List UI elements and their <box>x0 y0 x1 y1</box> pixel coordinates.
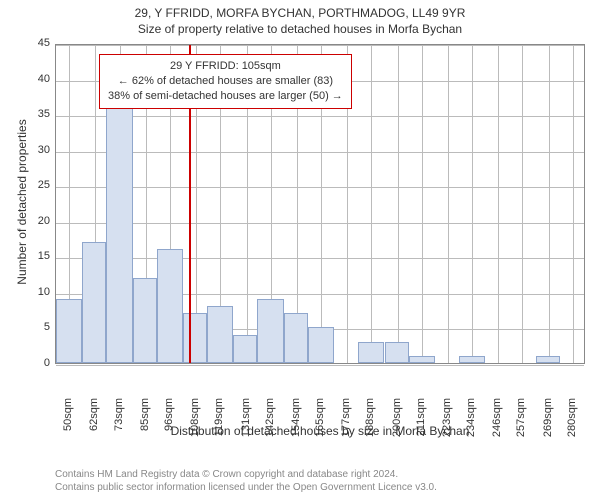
x-tick-label: 154sqm <box>290 398 302 448</box>
x-tick-label: 119sqm <box>213 398 225 448</box>
gridline-h <box>56 223 584 224</box>
bar <box>459 356 485 363</box>
chart-page: { "title_line1": "29, Y FFRIDD, MORFA BY… <box>0 0 600 500</box>
y-tick-label: 40 <box>25 73 50 85</box>
bar <box>157 249 183 363</box>
x-tick-label: 131sqm <box>240 398 252 448</box>
bar <box>358 342 384 363</box>
x-tick-label: 257sqm <box>515 398 527 448</box>
x-tick-label: 269sqm <box>542 398 554 448</box>
gridline-v <box>371 45 372 363</box>
bar <box>56 299 82 363</box>
bar <box>106 107 132 363</box>
gridline-v <box>448 45 449 363</box>
gridline-h <box>56 187 584 188</box>
x-tick-label: 108sqm <box>189 398 201 448</box>
gridline-h <box>56 45 584 46</box>
y-axis-title: Number of detached properties <box>15 102 29 302</box>
y-tick-label: 30 <box>25 144 50 156</box>
y-tick-label: 35 <box>25 108 50 120</box>
gridline-v <box>498 45 499 363</box>
y-tick-label: 25 <box>25 179 50 191</box>
x-tick-label: 62sqm <box>88 398 100 448</box>
info-line-3: 38% of semi-detached houses are larger (… <box>108 89 343 104</box>
x-tick-label: 246sqm <box>491 398 503 448</box>
gridline-h <box>56 258 584 259</box>
x-tick-label: 234sqm <box>465 398 477 448</box>
y-tick-label: 0 <box>25 357 50 369</box>
gridline-v <box>549 45 550 363</box>
gridline-v <box>422 45 423 363</box>
x-tick-label: 200sqm <box>391 398 403 448</box>
y-tick-label: 15 <box>25 250 50 262</box>
page-title: 29, Y FFRIDD, MORFA BYCHAN, PORTHMADOG, … <box>0 6 600 22</box>
bar <box>82 242 106 363</box>
y-tick-label: 20 <box>25 215 50 227</box>
y-tick-label: 5 <box>25 321 50 333</box>
bar <box>133 278 157 363</box>
y-tick-label: 45 <box>25 37 50 49</box>
bar <box>536 356 560 363</box>
info-line-2: ← 62% of detached houses are smaller (83… <box>108 74 343 89</box>
x-tick-label: 165sqm <box>314 398 326 448</box>
y-tick-label: 10 <box>25 286 50 298</box>
x-tick-label: 142sqm <box>264 398 276 448</box>
gridline-h <box>56 365 584 366</box>
footer: Contains HM Land Registry data © Crown c… <box>55 468 437 494</box>
x-tick-label: 223sqm <box>441 398 453 448</box>
bar <box>233 335 257 363</box>
x-tick-label: 280sqm <box>566 398 578 448</box>
bar <box>183 313 207 363</box>
gridline-v <box>522 45 523 363</box>
bar <box>207 306 233 363</box>
gridline-v <box>472 45 473 363</box>
bar <box>385 342 409 363</box>
gridline-v <box>573 45 574 363</box>
info-line-1: 29 Y FFRIDD: 105sqm <box>108 59 343 74</box>
x-tick-label: 50sqm <box>62 398 74 448</box>
bar <box>257 299 283 363</box>
gridline-v <box>398 45 399 363</box>
footer-line-2: Contains public sector information licen… <box>55 481 437 494</box>
x-tick-label: 73sqm <box>113 398 125 448</box>
bar <box>308 327 334 363</box>
bar <box>409 356 435 363</box>
gridline-h <box>56 116 584 117</box>
bar <box>284 313 308 363</box>
info-box: 29 Y FFRIDD: 105sqm ← 62% of detached ho… <box>99 54 352 109</box>
x-tick-label: 177sqm <box>340 398 352 448</box>
x-tick-label: 188sqm <box>364 398 376 448</box>
chart-subtitle: Size of property relative to detached ho… <box>0 22 600 38</box>
footer-line-1: Contains HM Land Registry data © Crown c… <box>55 468 437 481</box>
x-tick-label: 96sqm <box>163 398 175 448</box>
gridline-h <box>56 152 584 153</box>
x-tick-label: 85sqm <box>139 398 151 448</box>
x-tick-label: 211sqm <box>415 398 427 448</box>
